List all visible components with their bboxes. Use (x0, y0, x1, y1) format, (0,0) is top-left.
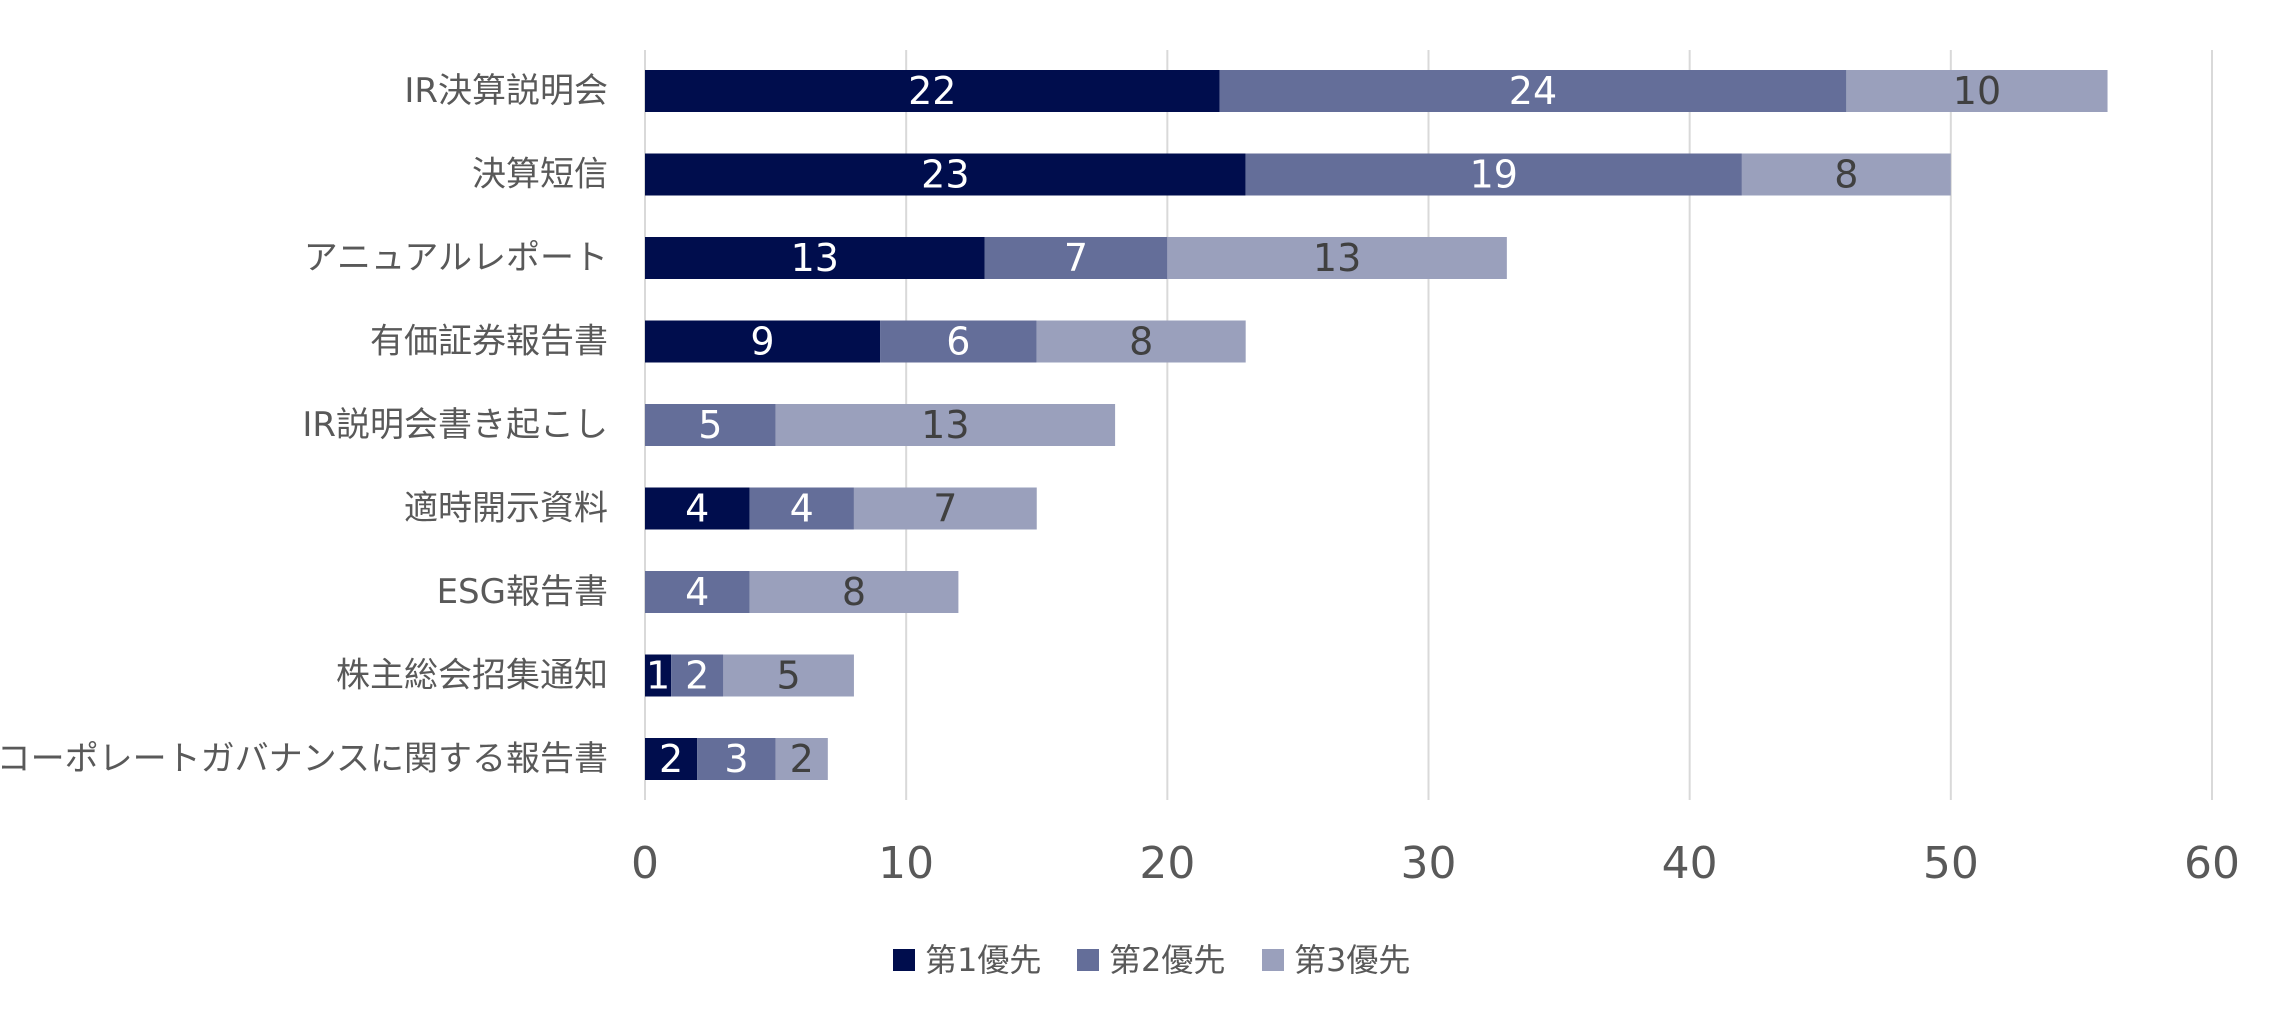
data-label: 6 (946, 320, 970, 364)
data-label: 5 (777, 654, 801, 698)
data-label: 7 (933, 487, 957, 531)
bar-segment-series-1 (645, 738, 698, 780)
bar-segment-series-3 (775, 738, 828, 780)
bar-segment-series-3 (1167, 237, 1507, 279)
legend: 第1優先 第2優先 第3優先 (893, 941, 1410, 979)
data-label: 13 (1313, 236, 1361, 280)
bar-segment-series-3 (775, 404, 1116, 446)
bar-segment-series-3 (1036, 320, 1246, 363)
category-label: 決算短信 (472, 155, 608, 195)
x-tick-label: 60 (2184, 838, 2240, 889)
bar-segment-series-2 (645, 404, 776, 446)
bar-segment-series-2 (697, 738, 776, 780)
bar-segment-series-1 (645, 320, 881, 363)
legend-swatch (893, 949, 915, 971)
x-tick-label: 40 (1662, 838, 1718, 889)
data-label: 2 (790, 737, 814, 781)
data-label: 8 (1834, 153, 1858, 197)
bar-segment-series-3 (1846, 70, 2108, 112)
category-label: 有価証券報告書 (370, 322, 608, 362)
legend-label: 第2優先 (1109, 941, 1225, 979)
x-tick-label: 0 (631, 838, 659, 889)
data-label: 4 (685, 570, 709, 614)
bar-segment-series-2 (880, 320, 1037, 363)
legend-label: 第1優先 (925, 941, 1041, 979)
data-label: 4 (685, 487, 709, 531)
data-label: 19 (1470, 153, 1518, 197)
bar-segment-series-3 (723, 654, 854, 697)
bar-segment-series-2 (671, 654, 724, 697)
bar-segment-series-2 (1245, 153, 1742, 196)
data-label: 3 (724, 737, 748, 781)
x-tick-label: 20 (1139, 838, 1195, 889)
bar-segment-series-3 (853, 487, 1037, 530)
data-label: 4 (790, 487, 814, 531)
data-label: 13 (921, 403, 969, 447)
bar-segment-series-1 (645, 487, 750, 530)
category-label: 株主総会招集通知 (336, 656, 608, 696)
data-label: 5 (698, 403, 722, 447)
category-label: IR説明会書き起こし (302, 405, 608, 445)
bar-segment-series-1 (645, 237, 985, 279)
data-label: 9 (750, 320, 774, 364)
data-label: 1 (646, 654, 670, 698)
legend-swatch (1262, 949, 1284, 971)
data-label: 8 (842, 570, 866, 614)
bar-segment-series-2 (1219, 70, 1847, 112)
category-label: アニュアルレポート (304, 238, 608, 278)
bar-segment-series-3 (1741, 153, 1951, 196)
data-label: 24 (1509, 69, 1557, 113)
bar-segment-series-1 (645, 654, 672, 697)
bar-segment-series-1 (645, 153, 1246, 196)
x-tick-label: 10 (878, 838, 934, 889)
bar-segment-series-2 (645, 571, 750, 613)
data-label: 8 (1129, 320, 1153, 364)
data-label: 23 (921, 153, 969, 197)
category-label: コーポレートガバナンスに関する報告書 (0, 739, 608, 779)
category-label: IR決算説明会 (404, 71, 608, 111)
x-tick-label: 30 (1401, 838, 1457, 889)
data-label: 2 (685, 654, 709, 698)
bar-segment-series-2 (984, 237, 1168, 279)
legend-label: 第3優先 (1294, 941, 1410, 979)
x-axis-ticks: 0 10 20 30 40 50 60 (631, 838, 2240, 889)
category-label: 適時開示資料 (404, 489, 608, 529)
data-label: 10 (1953, 69, 2001, 113)
legend-swatch (1077, 949, 1099, 971)
category-label: ESG報告書 (437, 572, 608, 612)
data-label: 13 (791, 236, 839, 280)
bar-segment-series-2 (749, 487, 854, 530)
data-label: 2 (659, 737, 683, 781)
data-label: 22 (908, 69, 956, 113)
data-label: 7 (1064, 236, 1088, 280)
bar-segment-series-1 (645, 70, 1220, 112)
x-tick-label: 50 (1923, 838, 1979, 889)
bar-segment-series-3 (749, 571, 959, 613)
